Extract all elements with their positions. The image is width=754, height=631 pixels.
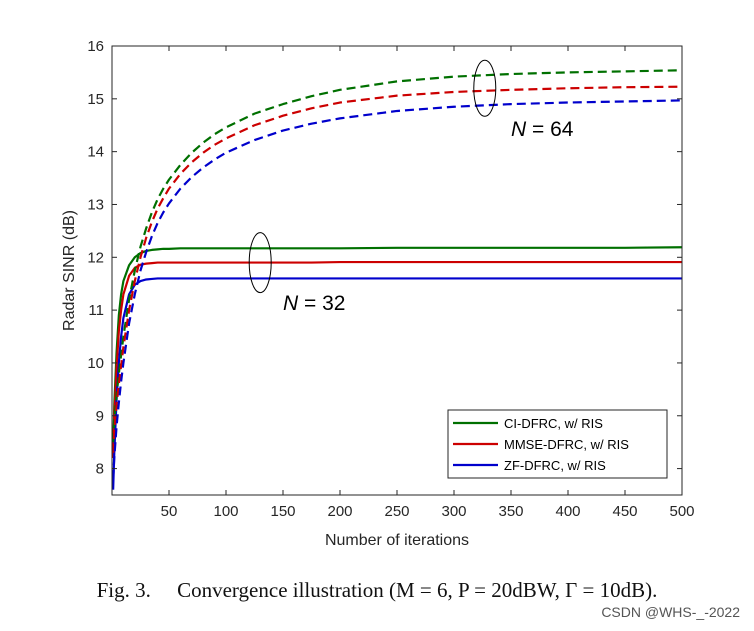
y-tick-label: 8 <box>96 461 104 478</box>
series-line-n32-1 <box>112 260 682 459</box>
series-group <box>112 69 683 490</box>
legend-label: CI-DFRC, w/ RIS <box>504 416 603 431</box>
y-tick-label: 10 <box>87 355 104 372</box>
x-tick-label: 50 <box>161 503 178 520</box>
watermark: CSDN @WHS-_-2022 <box>601 604 740 620</box>
ticks-group: 50 100 150 200 250 300 350 400 450 500 8 9 10 11 12 13 1… <box>87 38 694 520</box>
ellipse-marker-n32 <box>248 232 272 294</box>
series-line-n64-4 <box>112 85 683 453</box>
annotation-n64: N = 64 <box>511 118 574 141</box>
series-line-n64-3 <box>112 69 683 443</box>
legend-label: MMSE-DFRC, w/ RIS <box>504 437 629 452</box>
legend: CI-DFRC, w/ RIS MMSE-DFRC, w/ RIS ZF-DFRC,… <box>447 409 668 479</box>
y-axis-label: Radar SINR (dB) <box>61 210 78 331</box>
x-tick-label: 350 <box>498 503 523 520</box>
y-tick-label: 9 <box>96 408 104 425</box>
annotations-group: N = 64 N = 32 <box>248 59 574 315</box>
y-tick-label: 11 <box>88 302 104 319</box>
x-tick-label: 250 <box>384 503 409 520</box>
x-tick-label: 500 <box>669 503 694 520</box>
y-tick-label: 16 <box>87 38 104 55</box>
x-tick-label: 450 <box>612 503 637 520</box>
x-tick-label: 100 <box>213 503 238 520</box>
x-tick-label: 400 <box>555 503 580 520</box>
ellipse-marker-n64 <box>473 59 497 117</box>
annotation-n32: N = 32 <box>283 292 345 315</box>
x-tick-label: 300 <box>441 503 466 520</box>
legend-label: ZF-DFRC, w/ RIS <box>504 458 606 473</box>
series-line-n32-0 <box>112 246 683 448</box>
y-tick-label: 14 <box>87 144 104 161</box>
y-tick-label: 13 <box>87 196 104 213</box>
series-line-n64-5 <box>112 99 683 480</box>
series-line-n32-2 <box>112 277 682 490</box>
y-tick-label: 15 <box>87 91 104 108</box>
x-axis-label: Number of iterations <box>325 532 469 549</box>
x-tick-label: 200 <box>327 503 352 520</box>
y-tick-label: 12 <box>87 249 104 266</box>
x-tick-label: 150 <box>270 503 295 520</box>
figure-caption: Fig. 3. Convergence illustration (M = 6,… <box>96 578 658 602</box>
